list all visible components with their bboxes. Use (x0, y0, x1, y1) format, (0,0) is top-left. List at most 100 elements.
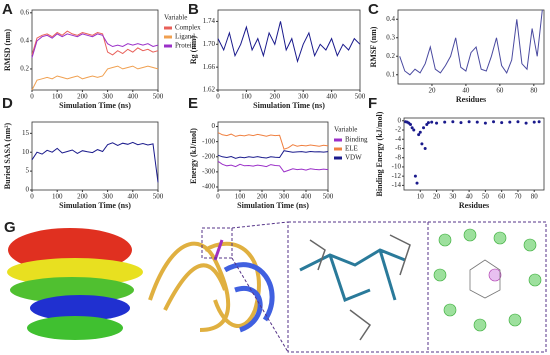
x-axis-label: Residues (459, 201, 489, 210)
residue-stick (309, 234, 411, 341)
y-tick-label: 0 (212, 122, 216, 130)
plot-frame (217, 9, 361, 91)
x-tick-label: 500 (355, 93, 366, 101)
point (524, 121, 528, 125)
series-line (31, 30, 159, 56)
x-tick-label: 500 (153, 93, 164, 101)
y-tick-label: -200 (202, 152, 215, 160)
inset (287, 221, 547, 353)
y-tick-label: 5 (26, 167, 30, 175)
y-tick-label: -100 (202, 137, 215, 145)
x-tick-label: 40 (466, 193, 474, 201)
x-tick-label: 400 (128, 193, 139, 201)
x-tick-label: 30 (449, 193, 457, 201)
zoom-line (231, 257, 289, 353)
x-tick-label: 100 (52, 93, 63, 101)
x-tick-label: 0 (216, 93, 220, 101)
point (451, 120, 455, 124)
y-tick-label: 0.3 (386, 33, 395, 41)
point (483, 121, 487, 125)
legend-label: ELE (345, 145, 358, 153)
x-tick-label: 300 (102, 193, 113, 201)
y-axis-label: RMSF (nm) (369, 26, 378, 67)
plot-frame (217, 121, 329, 191)
x-tick-label: 200 (77, 193, 88, 201)
series-line (217, 160, 329, 173)
point (422, 126, 426, 130)
surface (30, 295, 130, 321)
x-axis-label: Simulation Time (ns) (59, 101, 131, 110)
x-tick-label: 200 (77, 93, 88, 101)
x-tick-label: 300 (102, 93, 113, 101)
x-tick-label: 400 (326, 93, 337, 101)
x-tick-label: 500 (153, 193, 164, 201)
x-tick-label: 10 (417, 193, 425, 201)
ligand-2d (469, 259, 501, 299)
plot-frame (31, 9, 159, 91)
panel-label: D (2, 95, 13, 112)
y-tick-label: -6 (395, 144, 401, 152)
x-tick-label: 0 (30, 93, 34, 101)
point (443, 120, 447, 124)
y-tick-label: 0.2 (386, 52, 395, 60)
point (435, 121, 439, 125)
y-axis-label: Buried SASA (nm²) (3, 122, 12, 189)
point (492, 120, 496, 124)
x-tick-label: 300 (279, 193, 290, 201)
legend-label: Complex (175, 24, 201, 32)
interaction-2d (488, 268, 502, 282)
x-tick-label: 80 (530, 87, 538, 95)
y-tick-label: 0.2 (20, 65, 29, 73)
y-tick-label: 1.62 (203, 86, 216, 94)
panel-label: F (368, 95, 377, 112)
point (418, 130, 422, 134)
point (459, 121, 463, 125)
y-tick-label: -10 (392, 163, 402, 171)
x-tick-label: 0 (30, 193, 34, 201)
panel-label: G (4, 219, 16, 236)
x-tick-label: 60 (498, 193, 506, 201)
y-tick-label: 1.66 (203, 63, 216, 71)
point (516, 120, 520, 124)
point (537, 120, 541, 124)
ribbon (223, 262, 275, 333)
x-tick-label: 300 (298, 93, 309, 101)
series-line (217, 132, 329, 150)
point (417, 133, 421, 137)
x-tick-label: 100 (52, 193, 63, 201)
x-tick-label: 60 (496, 87, 504, 95)
legend-label: Protein (175, 42, 196, 50)
y-tick-label: 1.70 (203, 40, 216, 48)
series-line (31, 33, 159, 58)
panel-label: A (2, 1, 13, 18)
y-tick-label: -12 (392, 172, 402, 180)
point (467, 120, 471, 124)
y-tick-label: 0.4 (20, 36, 29, 44)
x-tick-label: 500 (323, 193, 334, 201)
y-axis-label: Binding Energy (kJ/mol) (375, 111, 384, 196)
x-tick-label: 80 (531, 193, 539, 201)
point (420, 142, 424, 146)
legend-label: Binding (345, 136, 368, 144)
plot-frame (31, 121, 159, 191)
ligand (213, 239, 224, 261)
point (500, 121, 504, 125)
surface (27, 316, 123, 340)
point (508, 120, 512, 124)
point (475, 120, 479, 124)
plot-frame (403, 117, 545, 191)
panel-label: E (188, 95, 198, 112)
y-tick-label: -400 (202, 183, 215, 191)
legend-title: Variable (334, 126, 357, 134)
y-axis-label: RMSD (nm) (3, 29, 12, 71)
legend-label: Ligand (175, 33, 195, 41)
point (430, 120, 434, 124)
x-tick-label: 100 (235, 193, 246, 201)
y-tick-label: 0 (26, 186, 30, 194)
series-line (217, 21, 361, 64)
point (409, 122, 413, 126)
y-tick-label: -4 (395, 135, 401, 143)
y-tick-label: -300 (202, 167, 215, 175)
